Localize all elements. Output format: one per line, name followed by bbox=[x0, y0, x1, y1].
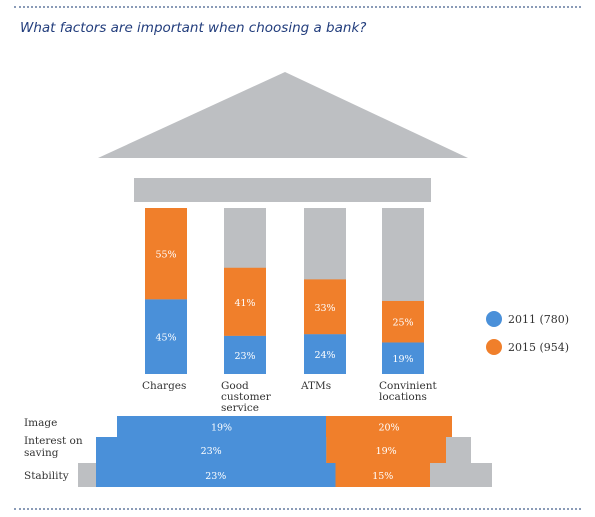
temple-roof bbox=[98, 72, 468, 158]
category-label: Convinient bbox=[379, 380, 438, 392]
page-title: What factors are important when choosing… bbox=[20, 20, 367, 36]
bar-2015 bbox=[382, 300, 424, 343]
step-label: saving bbox=[24, 447, 59, 459]
step-value-2011: 23% bbox=[201, 446, 222, 457]
step-bar-2011 bbox=[117, 416, 326, 437]
step-bar-2015 bbox=[326, 437, 446, 463]
step-value-2015: 19% bbox=[376, 446, 397, 457]
legend-label: 2011 (780) bbox=[508, 313, 569, 326]
category-label: Good bbox=[221, 380, 249, 392]
bar-2015 bbox=[145, 208, 187, 300]
step-value-2011: 19% bbox=[211, 423, 232, 434]
value-label-2015: 25% bbox=[392, 318, 413, 329]
value-label-2011: 23% bbox=[234, 351, 255, 362]
bottom-dotted-divider bbox=[14, 508, 581, 510]
bar-2011 bbox=[224, 335, 266, 374]
step-label: Interest on bbox=[24, 435, 83, 447]
category-label: customer bbox=[221, 391, 272, 403]
step-value-2015: 20% bbox=[378, 423, 399, 434]
bar-2011 bbox=[304, 334, 346, 374]
value-label-2015: 55% bbox=[155, 250, 176, 261]
step-bar-2015 bbox=[335, 463, 430, 487]
value-label-2011: 19% bbox=[392, 354, 413, 365]
value-label-2015: 41% bbox=[234, 298, 255, 309]
category-label: Charges bbox=[142, 380, 186, 392]
step-bar-2015 bbox=[326, 416, 452, 437]
legend-swatch bbox=[486, 339, 502, 355]
value-label-2011: 45% bbox=[155, 333, 176, 344]
category-label: locations bbox=[379, 391, 427, 403]
legend-label: 2015 (954) bbox=[508, 341, 569, 354]
step-bar-2011 bbox=[96, 463, 336, 487]
bar-2015 bbox=[304, 279, 346, 335]
value-label-2015: 33% bbox=[314, 303, 335, 314]
value-label-2011: 24% bbox=[314, 350, 335, 361]
step-value-2011: 23% bbox=[205, 471, 226, 482]
category-label: ATMs bbox=[300, 380, 331, 392]
step-label: Image bbox=[24, 417, 57, 429]
legend-swatch bbox=[486, 311, 502, 327]
bar-2011 bbox=[382, 342, 424, 374]
step-value-2015: 15% bbox=[372, 471, 393, 482]
step-label: Stability bbox=[24, 470, 69, 482]
legend: 2011 (780) 2015 (954) bbox=[486, 311, 569, 355]
bar-2015 bbox=[224, 267, 266, 336]
temple-beam bbox=[134, 178, 431, 202]
step-bar-2011 bbox=[96, 437, 327, 463]
temple-steps: 19% 20% 23% 19% 23% 15% Image Interest onsaving… bbox=[24, 416, 492, 487]
category-label: service bbox=[221, 402, 259, 414]
top-dotted-divider bbox=[14, 6, 581, 8]
bar-2011 bbox=[145, 299, 187, 374]
